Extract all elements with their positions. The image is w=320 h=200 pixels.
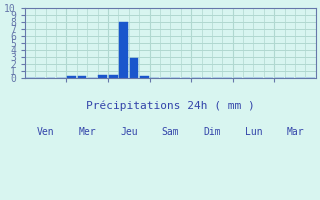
Bar — [119, 22, 128, 78]
Bar — [78, 76, 86, 78]
X-axis label: Précipitations 24h ( mm ): Précipitations 24h ( mm ) — [86, 101, 255, 111]
Text: Ven: Ven — [37, 127, 54, 137]
Text: Dim: Dim — [203, 127, 221, 137]
Text: Mar: Mar — [286, 127, 304, 137]
Bar — [99, 75, 107, 78]
Bar — [109, 75, 118, 78]
Text: Jeu: Jeu — [120, 127, 138, 137]
Text: Lun: Lun — [245, 127, 262, 137]
Bar — [67, 76, 76, 78]
Bar — [130, 58, 139, 78]
Text: Sam: Sam — [162, 127, 179, 137]
Bar — [140, 76, 149, 78]
Text: Mer: Mer — [78, 127, 96, 137]
